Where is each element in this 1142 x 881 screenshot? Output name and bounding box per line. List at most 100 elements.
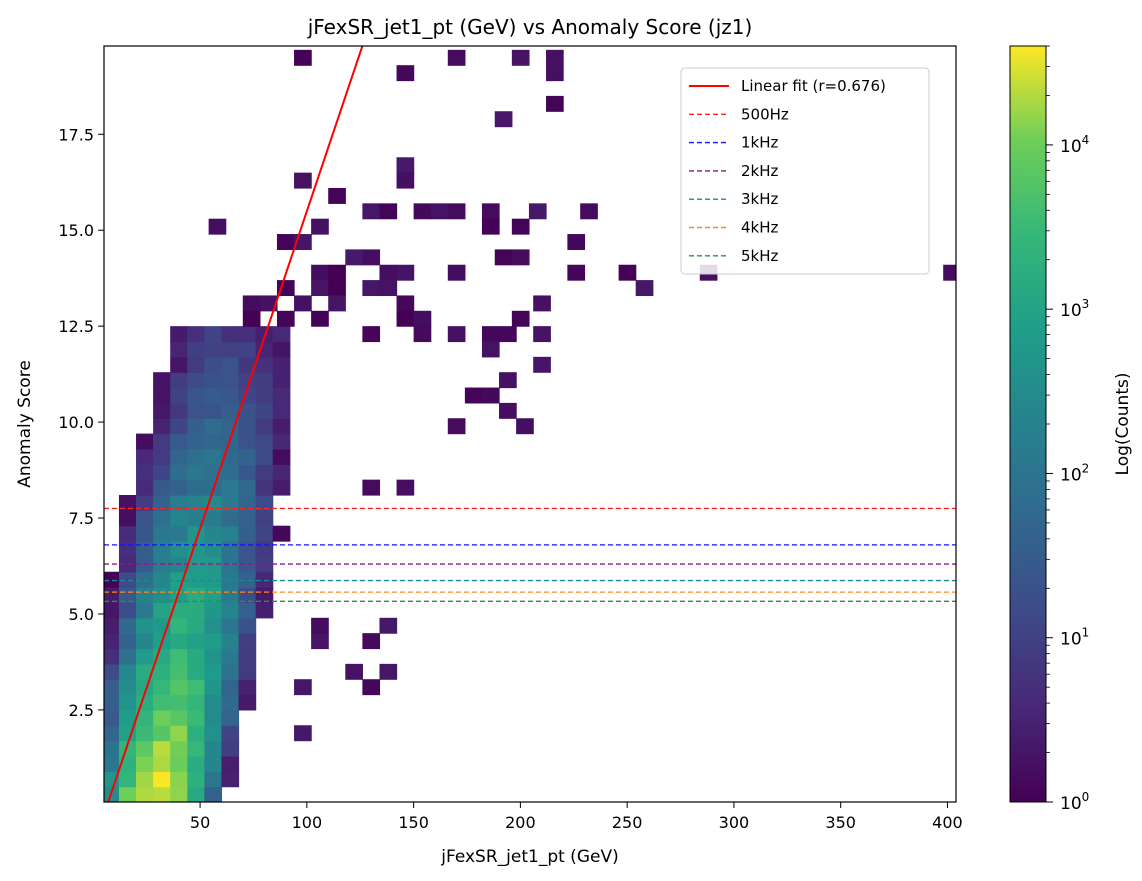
heatmap-cell [447,326,466,343]
heatmap-cell [204,709,223,726]
legend-label: 500Hz [741,105,789,123]
y-tick-label: 10.0 [58,413,94,432]
heatmap-cell [153,587,171,604]
heatmap-cell [362,679,381,696]
heatmap-cell [430,203,449,220]
heatmap-cell [238,464,257,481]
colorbar-tick-label: 100 [1060,790,1089,814]
heatmap-cell [204,541,223,557]
heatmap-cell [187,326,205,343]
heatmap-cell [294,172,312,189]
heatmap-cell [118,510,137,527]
heatmap-cell [533,295,551,312]
heatmap-cell [170,418,188,435]
heatmap-cell [221,771,240,788]
heatmap-cell [136,541,154,557]
heatmap-cell [170,372,188,389]
y-tick-label: 2.5 [69,701,94,720]
colorbar-tick-label: 102 [1060,461,1089,485]
heatmap-cell [118,771,137,788]
heatmap-cell [221,725,240,742]
heatmap-cell [294,679,312,696]
heatmap-cell [136,479,154,496]
heatmap-cell [272,418,291,435]
heatmap-cell [379,663,398,680]
heatmap-cell [153,402,171,419]
heatmap-cell [204,663,223,680]
heatmap-cell [204,525,223,542]
heatmap-cell [396,264,415,281]
y-axis: 2.5 5.0 7.5 10.0 12.5 15.0 17.5 [58,125,104,720]
heatmap-cell [170,541,188,557]
heatmap-cell [118,587,137,604]
heatmap-cell [187,433,205,450]
heatmap-cell [104,709,120,726]
heatmap-cell [170,479,188,496]
heatmap-cell [221,510,240,527]
y-tick-label: 15.0 [58,221,94,240]
heatmap-cell [187,587,205,604]
heatmap-cell [221,464,240,481]
heatmap-cell [221,402,240,419]
legend-label: 5kHz [741,247,779,265]
heatmap-cell [153,448,171,465]
heatmap-cell [272,341,291,358]
heatmap-cell [238,556,257,573]
heatmap-cell [118,663,137,680]
heatmap-cell [170,433,188,450]
x-tick-label: 250 [612,813,643,832]
heatmap-cell [118,541,137,557]
heatmap-cell [170,740,188,757]
heatmap-cell [187,694,205,711]
heatmap-cell [136,602,154,619]
heatmap-cell [221,479,240,496]
heatmap-cell [238,525,257,542]
heatmap-cell [396,172,415,189]
heatmap-cell [494,111,513,128]
heatmap-cell [187,418,205,435]
heatmap-cell [187,663,205,680]
heatmap-cell [294,295,312,312]
heatmap-cell [136,510,154,527]
heatmap-cell [104,571,120,588]
legend-label: 4kHz [741,219,779,237]
heatmap-cell [136,725,154,742]
heatmap-cell [362,203,381,220]
heatmap-cell [511,49,530,66]
colorbar-tick-label: 103 [1060,297,1089,321]
heatmap-cell [311,310,329,327]
heatmap-cell [136,663,154,680]
y-tick-label: 7.5 [69,509,94,528]
x-tick-label: 200 [505,813,536,832]
heatmap-cell [204,786,223,802]
heatmap-cell [170,617,188,634]
legend-label: 3kHz [741,190,779,208]
heatmap-cell [204,387,223,404]
heatmap-cell [242,295,261,312]
heatmap-cell [255,372,274,389]
legend-box [680,67,930,275]
heatmap-cell [328,280,346,297]
heatmap-cell [118,694,137,711]
heatmap-cell [187,341,205,358]
heatmap-cell [494,249,513,266]
heatmap-cell [204,433,223,450]
heatmap-cell [255,433,274,450]
heatmap-cell [511,249,530,266]
heatmap-cell [464,387,483,404]
heatmap-cell [362,249,381,266]
heatmap-cell [567,264,586,281]
heatmap-cell [170,387,188,404]
heatmap-cell [118,786,137,802]
heatmap-cell [104,755,120,772]
heatmap-cell [413,310,432,327]
heatmap-cell [204,587,223,604]
heatmap-cell [396,65,415,82]
heatmap-cell [413,326,432,343]
y-tick-label: 12.5 [58,317,94,336]
heatmap-cell [255,525,274,542]
heatmap-cell [104,587,120,604]
heatmap-cell [104,617,120,634]
heatmap-cell [187,464,205,481]
heatmap-cell [396,479,415,496]
